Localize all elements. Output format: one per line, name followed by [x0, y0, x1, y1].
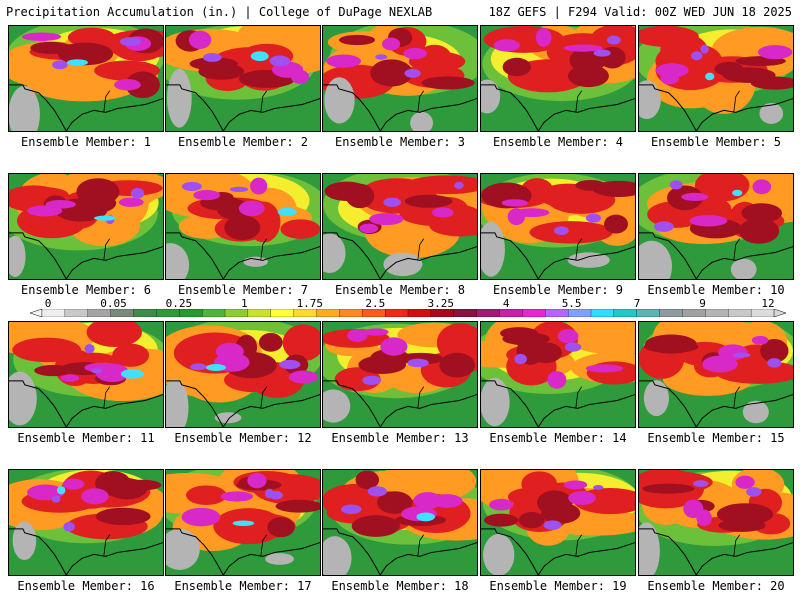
ensemble-map-2: [165, 25, 321, 132]
ensemble-member-label: Ensemble Member: 20: [647, 579, 785, 593]
ensemble-member-label: Ensemble Member: 15: [647, 431, 785, 445]
colorbar-swatch: [316, 309, 340, 317]
ensemble-member-label: Ensemble Member: 12: [174, 431, 312, 445]
ensemble-member-label: Ensemble Member: 16: [17, 579, 155, 593]
precip-colorbar: [30, 309, 786, 317]
ensemble-map-1: [8, 25, 164, 132]
ensemble-map-6: [8, 173, 164, 280]
colorbar-swatch: [384, 309, 409, 317]
ensemble-map-16: [8, 469, 164, 576]
colorbar-swatch: [659, 309, 683, 317]
colorbar-swatch: [156, 309, 180, 317]
colorbar-swatch: [110, 309, 134, 317]
ensemble-map-14: [480, 321, 636, 428]
ensemble-member-label: Ensemble Member: 8: [334, 283, 466, 297]
ensemble-map-4: [480, 25, 636, 132]
ensemble-member-label: Ensemble Member: 13: [331, 431, 469, 445]
colorbar-swatch: [682, 309, 706, 317]
colorbar-swatch: [476, 309, 500, 317]
ensemble-map-3: [322, 25, 478, 132]
ensemble-member-label: Ensemble Member: 10: [647, 283, 785, 297]
colorbar-swatch: [339, 309, 363, 317]
colorbar-tick-label: 3.25: [427, 297, 454, 310]
colorbar-swatch: [728, 309, 752, 317]
ensemble-member-label: Ensemble Member: 18: [331, 579, 469, 593]
colorbar-tick-label: 0: [44, 297, 52, 310]
colorbar-swatch: [705, 309, 729, 317]
ensemble-map-19: [480, 469, 636, 576]
colorbar-swatch: [41, 309, 66, 317]
colorbar-tick-label: 0.25: [165, 297, 193, 310]
ensemble-member-label: Ensemble Member: 14: [489, 431, 627, 445]
colorbar-tick-label: 7: [633, 297, 641, 310]
ensemble-member-label: Ensemble Member: 5: [650, 135, 782, 149]
ensemble-map-5: [638, 25, 794, 132]
colorbar-swatch: [293, 309, 317, 317]
colorbar-swatch: [453, 309, 478, 317]
ensemble-member-label: Ensemble Member: 17: [174, 579, 312, 593]
colorbar-swatch: [750, 309, 775, 317]
map-title: Precipitation Accumulation (in.) | Colle…: [6, 5, 433, 19]
colorbar-swatch: [247, 309, 272, 317]
colorbar-tick-label: 2.5: [365, 297, 386, 310]
colorbar-tick-label: 5.5: [561, 297, 582, 310]
ensemble-map-9: [480, 173, 636, 280]
ensemble-member-label: Ensemble Member: 4: [492, 135, 624, 149]
colorbar-tick-label: 9: [699, 297, 706, 310]
colorbar-swatch: [499, 309, 523, 317]
colorbar-swatch: [224, 309, 249, 317]
colorbar-under-arrow: [30, 309, 43, 317]
ensemble-member-label: Ensemble Member: 3: [334, 135, 466, 149]
colorbar-swatch: [430, 309, 455, 317]
colorbar-swatch: [87, 309, 112, 317]
colorbar-swatch: [179, 309, 203, 317]
ensemble-map-20: [638, 469, 794, 576]
ensemble-map-18: [322, 469, 478, 576]
colorbar-over-arrow: [773, 309, 786, 317]
ensemble-map-17: [165, 469, 321, 576]
ensemble-map-10: [638, 173, 794, 280]
ensemble-member-label: Ensemble Member: 9: [492, 283, 624, 297]
ensemble-map-12: [165, 321, 321, 428]
colorbar-tick-label: 1.75: [296, 297, 324, 310]
colorbar-swatch: [362, 309, 386, 317]
colorbar-swatch: [201, 309, 226, 317]
ensemble-member-label: Ensemble Member: 19: [489, 579, 627, 593]
ensemble-map-8: [322, 173, 478, 280]
colorbar-tick-label: 0.05: [100, 297, 127, 310]
ensemble-map-13: [322, 321, 478, 428]
colorbar-tick-label: 1: [241, 297, 248, 310]
model-valid-time: 18Z GEFS | F294 Valid: 00Z WED JUN 18 20…: [488, 5, 792, 19]
colorbar-swatch: [590, 309, 615, 317]
colorbar-swatch: [522, 309, 546, 317]
ensemble-map-7: [165, 173, 321, 280]
colorbar-swatch: [567, 309, 592, 317]
ensemble-member-label: Ensemble Member: 6: [20, 283, 152, 297]
ensemble-member-label: Ensemble Member: 7: [177, 283, 309, 297]
colorbar-tick-label: 12: [761, 297, 775, 310]
colorbar-tick-label: 4: [502, 297, 510, 310]
colorbar-swatch: [545, 309, 569, 317]
ensemble-map-15: [638, 321, 794, 428]
colorbar-swatch: [407, 309, 432, 317]
ensemble-member-label: Ensemble Member: 11: [17, 431, 155, 445]
ensemble-member-label: Ensemble Member: 1: [20, 135, 152, 149]
colorbar-swatch: [133, 309, 157, 317]
colorbar-swatch: [636, 309, 661, 317]
ensemble-map-11: [8, 321, 164, 428]
ensemble-member-label: Ensemble Member: 2: [177, 135, 309, 149]
colorbar-swatch: [613, 309, 638, 317]
colorbar-swatch: [270, 309, 295, 317]
colorbar-swatch: [64, 309, 89, 317]
